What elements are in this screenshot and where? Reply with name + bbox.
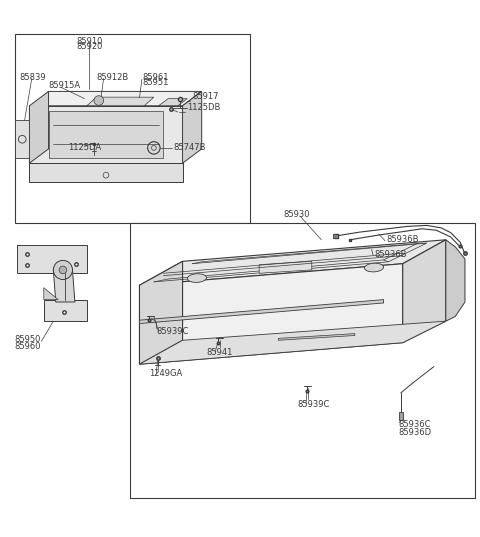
Polygon shape xyxy=(259,262,312,273)
Text: 85960: 85960 xyxy=(14,342,41,351)
Text: 85917: 85917 xyxy=(192,92,218,101)
Polygon shape xyxy=(140,264,403,364)
Text: 1125DB: 1125DB xyxy=(187,103,221,112)
Text: 85951: 85951 xyxy=(142,78,168,88)
Polygon shape xyxy=(29,106,182,163)
Circle shape xyxy=(94,96,104,105)
Circle shape xyxy=(53,260,72,279)
Text: 85910: 85910 xyxy=(76,37,102,46)
Bar xyxy=(333,234,337,238)
Bar xyxy=(130,223,475,498)
Text: 85936B: 85936B xyxy=(386,235,419,244)
Polygon shape xyxy=(140,321,446,364)
Text: 1125DA: 1125DA xyxy=(68,143,101,153)
Text: 85939C: 85939C xyxy=(298,401,330,409)
Polygon shape xyxy=(140,262,182,364)
Polygon shape xyxy=(158,99,187,106)
Polygon shape xyxy=(29,163,182,183)
Polygon shape xyxy=(182,91,202,163)
Text: 85930: 85930 xyxy=(283,211,310,220)
Polygon shape xyxy=(44,288,58,300)
Text: 85747B: 85747B xyxy=(173,143,205,153)
Text: 85839: 85839 xyxy=(19,72,46,82)
Polygon shape xyxy=(29,91,48,163)
Bar xyxy=(399,411,403,420)
Polygon shape xyxy=(403,240,446,343)
Text: 85915A: 85915A xyxy=(48,81,81,90)
Polygon shape xyxy=(15,120,29,158)
Text: 85939C: 85939C xyxy=(156,327,189,336)
Polygon shape xyxy=(278,333,355,340)
Circle shape xyxy=(59,266,67,274)
Bar xyxy=(44,300,87,321)
Text: 85961: 85961 xyxy=(142,72,168,82)
Polygon shape xyxy=(446,240,465,321)
Text: 1249GA: 1249GA xyxy=(149,369,182,378)
Text: 85920: 85920 xyxy=(76,42,102,52)
Text: 85912B: 85912B xyxy=(96,72,129,82)
Polygon shape xyxy=(140,300,384,323)
Ellipse shape xyxy=(364,263,384,272)
Polygon shape xyxy=(34,91,202,106)
Text: 85936C: 85936C xyxy=(398,419,431,429)
Polygon shape xyxy=(53,270,75,302)
Text: 85936D: 85936D xyxy=(398,428,431,437)
Polygon shape xyxy=(87,97,154,106)
Bar xyxy=(15,34,250,223)
Polygon shape xyxy=(48,111,163,158)
Bar xyxy=(17,244,87,273)
Ellipse shape xyxy=(187,274,206,282)
Text: 85941: 85941 xyxy=(206,348,233,357)
Text: 85950: 85950 xyxy=(14,335,40,344)
Text: 85936B: 85936B xyxy=(374,250,407,259)
Polygon shape xyxy=(140,240,446,285)
